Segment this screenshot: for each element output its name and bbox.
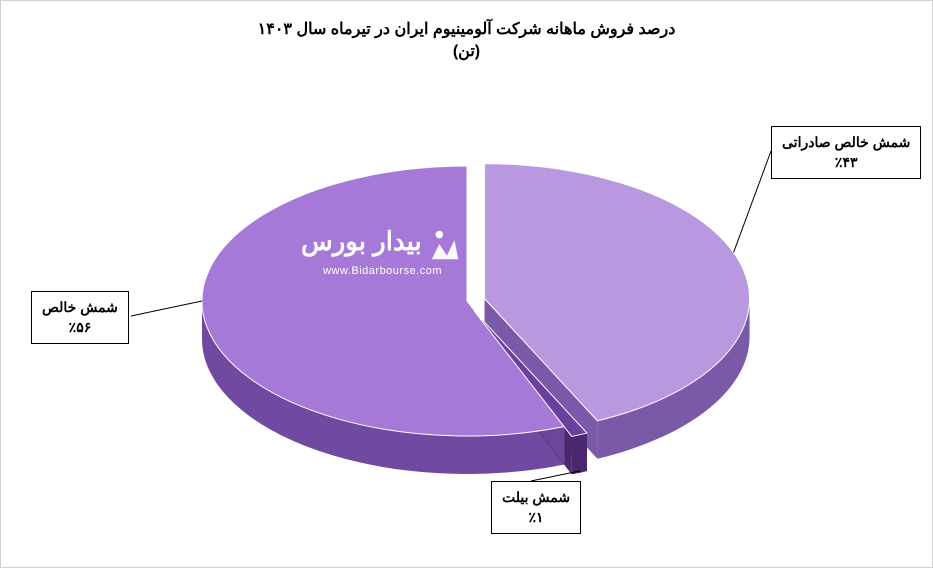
leader-line [734,151,771,252]
slice-1-pct: ٪۱ [529,509,544,525]
chart-container: درصد فروش ماهانه شرکت آلومینیوم ایران در… [0,0,933,568]
pie-chart-svg [1,1,933,568]
slice-2-pct: ٪۵۶ [69,319,92,335]
slice-label-billet: شمش بیلت ٪۱ [491,481,581,534]
slice-0-name: شمش خالص صادراتی [782,134,910,150]
slice-0-pct: ٪۴۳ [835,154,858,170]
leader-line [531,471,579,481]
slice-label-pure: شمش خالص ٪۵۶ [31,291,129,344]
slice-2-name: شمش خالص [42,299,118,315]
slice-label-export: شمش خالص صادراتی ٪۴۳ [771,126,921,179]
slice-1-name: شمش بیلت [502,489,570,505]
leader-line [131,301,202,316]
